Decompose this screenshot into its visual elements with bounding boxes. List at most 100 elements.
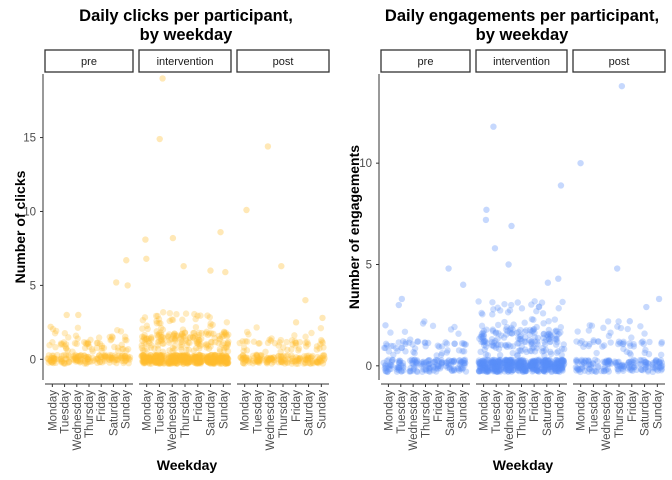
point — [173, 310, 180, 318]
point — [653, 366, 660, 373]
point — [508, 330, 516, 337]
point — [219, 355, 226, 362]
point — [589, 360, 597, 367]
point — [462, 359, 469, 367]
point — [98, 359, 106, 366]
point — [262, 348, 269, 355]
point — [140, 359, 147, 366]
point — [489, 361, 497, 368]
point-outlier — [382, 322, 389, 329]
point — [419, 368, 426, 375]
point — [518, 366, 526, 374]
point — [195, 353, 203, 360]
point — [141, 359, 149, 367]
point — [203, 328, 210, 336]
point — [256, 356, 263, 363]
point — [318, 338, 326, 345]
point — [169, 344, 177, 352]
point — [185, 357, 193, 365]
point — [545, 317, 552, 325]
point — [553, 332, 560, 340]
point — [169, 356, 176, 364]
point — [153, 352, 160, 359]
point — [509, 366, 517, 374]
point — [105, 353, 112, 360]
point — [204, 342, 212, 349]
point — [580, 359, 588, 367]
point — [109, 355, 116, 362]
point — [180, 354, 188, 361]
point — [398, 368, 405, 375]
point — [49, 355, 57, 362]
point — [455, 365, 462, 373]
point — [539, 310, 547, 317]
point — [523, 327, 530, 334]
point — [505, 361, 513, 368]
point — [509, 349, 516, 357]
point — [190, 329, 198, 337]
point — [242, 338, 249, 345]
point — [220, 354, 227, 361]
point — [185, 339, 192, 346]
point — [529, 361, 537, 368]
point — [600, 342, 608, 349]
point — [531, 338, 539, 345]
point — [585, 327, 593, 334]
point — [478, 359, 486, 366]
point — [523, 348, 530, 356]
point — [119, 352, 126, 359]
point — [147, 352, 154, 359]
point — [626, 340, 633, 347]
point-outlier — [169, 234, 177, 242]
point — [413, 367, 420, 375]
point — [510, 361, 517, 368]
point — [193, 338, 201, 345]
point — [216, 357, 224, 365]
point — [484, 363, 491, 371]
point — [484, 356, 492, 364]
point — [551, 364, 558, 371]
point — [118, 345, 126, 353]
point — [559, 298, 566, 306]
point — [219, 353, 226, 361]
point — [533, 367, 540, 374]
point — [528, 301, 535, 308]
point — [451, 340, 458, 347]
point — [388, 361, 395, 369]
point — [222, 360, 229, 367]
point — [267, 337, 275, 344]
point — [171, 346, 178, 353]
point — [542, 361, 549, 369]
point — [483, 358, 490, 365]
point — [197, 355, 204, 362]
point — [652, 365, 659, 372]
point — [118, 341, 125, 348]
point — [178, 341, 185, 349]
point — [424, 357, 432, 365]
point — [281, 360, 289, 367]
point — [222, 329, 230, 336]
point — [159, 337, 166, 344]
point — [204, 354, 211, 361]
point — [177, 334, 184, 341]
point — [296, 355, 303, 363]
point — [154, 333, 162, 340]
point — [393, 345, 400, 352]
point — [495, 330, 502, 337]
point — [165, 358, 173, 365]
point — [541, 341, 549, 348]
point — [495, 362, 503, 369]
point — [208, 351, 215, 359]
point — [85, 353, 92, 361]
point — [192, 315, 199, 323]
point — [216, 355, 223, 363]
point — [194, 312, 201, 319]
point — [644, 368, 652, 375]
point — [198, 341, 205, 348]
point — [394, 364, 401, 371]
point — [389, 356, 396, 363]
point — [293, 356, 301, 364]
point — [74, 353, 82, 360]
point — [167, 359, 174, 367]
